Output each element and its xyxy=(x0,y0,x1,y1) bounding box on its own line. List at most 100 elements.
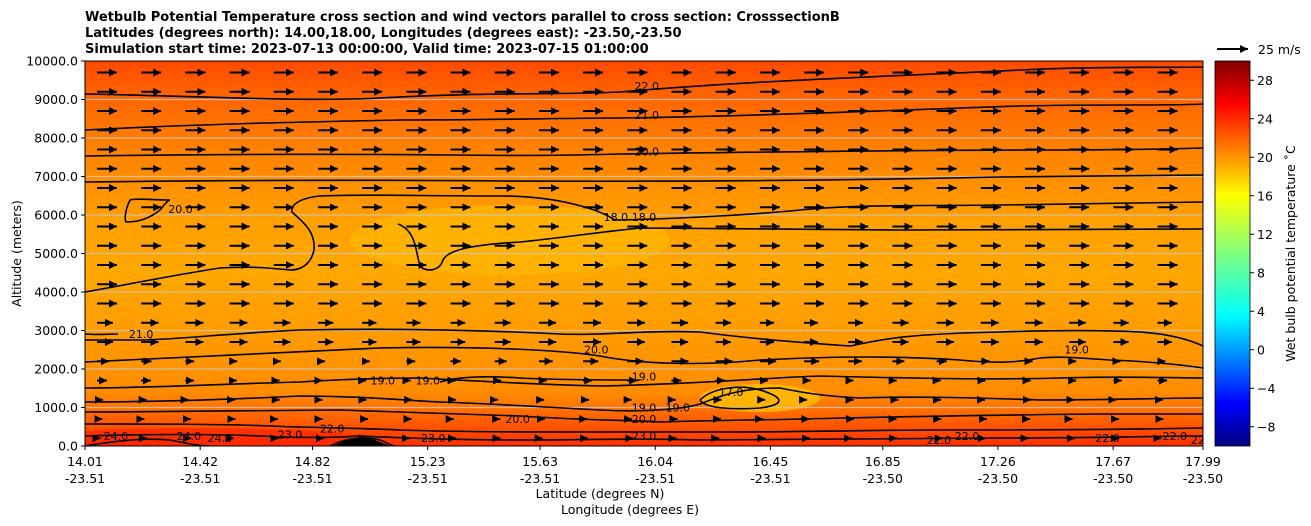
contour-line xyxy=(85,387,1203,412)
contour-lines xyxy=(85,66,1203,446)
x-tick-label-lat: 16.85 xyxy=(865,454,901,469)
x-tick-label-lon: -23.51 xyxy=(635,471,675,486)
contour-label: 19.0 xyxy=(415,374,440,387)
x-tick-label-lon: -23.51 xyxy=(520,471,560,486)
x-tick-label-lat: 14.42 xyxy=(182,454,218,469)
contour-line xyxy=(699,386,780,410)
y-tick-label: 1000.0 xyxy=(34,400,78,415)
y-tick-label: 0.0 xyxy=(58,439,78,454)
colorbar-ticks: −8 −4 0 4 8 12 16 20 24 28 xyxy=(1250,73,1275,434)
y-axis-ticks: 0.0 1000.0 2000.0 3000.0 4000.0 5000.0 6000.0 7… xyxy=(26,54,85,454)
contour-line xyxy=(85,103,1203,131)
y-tick-label: 6000.0 xyxy=(34,208,78,223)
contour-label: 24.0 xyxy=(177,430,202,443)
contour-label: 19.0 xyxy=(632,401,657,414)
y-tick-label: 2000.0 xyxy=(34,362,78,377)
contour-line xyxy=(85,409,1203,423)
contour-label: 19.0 xyxy=(1064,344,1089,357)
contour-label: 20.0 xyxy=(632,413,657,426)
plot-area: 22.021.020.018.0 18.020.021.020.019.0 19.0… xyxy=(85,61,1216,447)
contour-labels: 22.021.020.018.0 18.020.021.020.019.0 19.0… xyxy=(104,80,1216,447)
x-tick-label-lat: 15.23 xyxy=(410,454,446,469)
gridlines xyxy=(85,98,1203,409)
contour-label: 23.0 xyxy=(278,428,303,441)
colorbar-tick-label: 8 xyxy=(1257,265,1265,280)
contour-label: 18.0 xyxy=(604,211,629,224)
contour-label: 19.0 xyxy=(665,401,690,414)
contour-line xyxy=(85,438,211,446)
x-tick-label-lon: -23.51 xyxy=(750,471,790,486)
contour-line xyxy=(85,66,1203,101)
x-axis-ticks: 14.01 -23.51 14.42 -23.51 14.82 -23.51 15.23 -2… xyxy=(65,446,1223,486)
y-tick-label: 7000.0 xyxy=(34,169,78,184)
contour-label: 20.0 xyxy=(168,203,193,216)
x-tick-label-lat: 17.99 xyxy=(1185,454,1221,469)
contour-line xyxy=(397,223,1203,271)
reference-vector-label: 25 m/s xyxy=(1258,42,1301,57)
colorbar-label: Wet bulb potential temperature ˚C xyxy=(1283,145,1298,362)
colorbar-tick-label: 4 xyxy=(1257,304,1265,319)
x-tick-label-lon: -23.51 xyxy=(180,471,220,486)
x-tick-label-lat: 14.01 xyxy=(67,454,103,469)
contour-label: 24.0 xyxy=(104,430,129,443)
contour-label: 22.0 xyxy=(927,434,952,447)
contour-label: 23.0 xyxy=(632,430,657,443)
colorbar xyxy=(1214,60,1251,447)
colorbar-tick-label: 24 xyxy=(1257,111,1273,126)
cool-pocket-mid xyxy=(350,205,670,275)
y-tick-label: 8000.0 xyxy=(34,131,78,146)
x-tick-label-lat: 16.45 xyxy=(753,454,789,469)
contour-line xyxy=(85,375,1203,389)
contour-label: 17.0 xyxy=(719,386,744,399)
x-tick-label-lon: -23.51 xyxy=(65,471,105,486)
x-axis-label-lat: Latitude (degrees N) xyxy=(536,486,665,501)
contour-line xyxy=(85,194,616,293)
contour-label: 22.0 xyxy=(1163,430,1188,443)
y-axis-label: Altitude (meters) xyxy=(9,200,24,307)
title-line-2: Latitudes (degrees north): 14.00,18.00, … xyxy=(85,26,682,41)
colorbar-tick-label: 0 xyxy=(1257,342,1265,357)
contour-line xyxy=(85,147,1203,157)
contour-line xyxy=(85,433,1203,441)
colorbar-tick-label: 20 xyxy=(1257,150,1273,165)
x-tick-label-lat: 17.26 xyxy=(980,454,1016,469)
x-tick-label-lat: 16.04 xyxy=(637,454,673,469)
y-tick-label: 10000.0 xyxy=(26,54,78,69)
contour-label: 21.0 xyxy=(129,328,154,341)
title-line-1: Wetbulb Potential Temperature cross sect… xyxy=(85,10,840,25)
y-tick-label: 5000.0 xyxy=(34,246,78,261)
x-tick-label-lon: -23.51 xyxy=(408,471,448,486)
title-line-3: Simulation start time: 2023-07-13 00:00:… xyxy=(85,42,649,57)
x-tick-label-lon: -23.50 xyxy=(1183,471,1223,486)
x-axis-label-lon: Longitude (degrees E) xyxy=(561,502,699,517)
contour-label: 20.0 xyxy=(635,145,660,158)
contour-label: 20.0 xyxy=(584,344,609,357)
y-tick-label: 4000.0 xyxy=(34,285,78,300)
contour-label: 20.0 xyxy=(505,413,530,426)
contour-label: 19.0 xyxy=(632,371,657,384)
wind-vectors xyxy=(92,68,1178,443)
contour-label: 18.0 xyxy=(632,211,657,224)
x-tick-label-lon: -23.50 xyxy=(863,471,903,486)
colorbar-tick-label: 28 xyxy=(1257,73,1273,88)
contour-line xyxy=(439,376,641,383)
x-tick-label-lat: 14.82 xyxy=(295,454,331,469)
colorbar-tick-label: −4 xyxy=(1257,381,1275,396)
contour-label: 22.0 xyxy=(955,430,980,443)
x-tick-label-lon: -23.50 xyxy=(978,471,1018,486)
x-tick-label-lat: 17.67 xyxy=(1095,454,1131,469)
contour-label: 22.0 xyxy=(320,423,345,436)
colorbar-tick-label: 16 xyxy=(1257,188,1273,203)
x-tick-label-lon: -23.50 xyxy=(1093,471,1133,486)
contour-line xyxy=(85,328,1203,347)
colorbar-tick-label: 12 xyxy=(1257,227,1273,242)
x-tick-label-lon: -23.51 xyxy=(292,471,332,486)
contour-line xyxy=(85,174,1203,183)
contour-label: 23.0 xyxy=(421,432,446,445)
y-tick-label: 3000.0 xyxy=(34,323,78,338)
contour-line xyxy=(329,437,396,446)
colorbar-tick-label: −8 xyxy=(1257,419,1275,434)
contour-label: 22.0 xyxy=(1191,434,1216,447)
y-tick-label: 9000.0 xyxy=(34,92,78,107)
